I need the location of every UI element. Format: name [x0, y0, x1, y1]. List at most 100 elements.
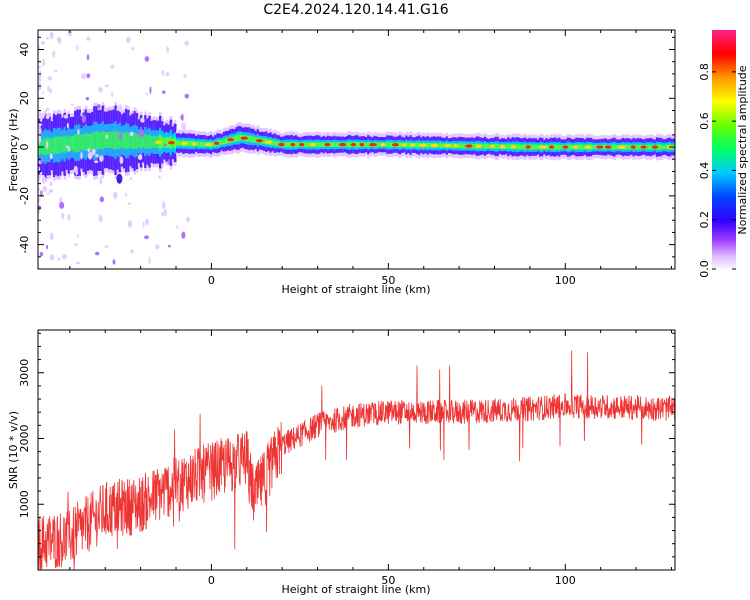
spectrogram-speckle	[118, 104, 123, 113]
spectrogram-hotspot	[350, 143, 357, 147]
spectrogram-speckle	[155, 244, 160, 250]
spectrogram-speckle	[42, 91, 45, 95]
spectrogram-band-core	[144, 134, 147, 149]
spectrogram-band-core	[613, 144, 617, 150]
snr-ytick-label: 3000	[18, 359, 31, 387]
spectrogram-speckle	[59, 201, 65, 209]
spectrogram-hotspot	[573, 145, 578, 149]
spectrogram-xtick-label: 100	[555, 274, 576, 287]
spectrogram-band-core	[142, 135, 145, 148]
spectrogram-speckle	[61, 212, 65, 220]
spectrogram-band-core	[481, 143, 485, 149]
spectrogram-band-core	[320, 142, 324, 147]
spectrogram-band-core	[48, 137, 52, 155]
spectrogram-band-core	[220, 139, 224, 145]
spectrogram-hotspot	[490, 144, 495, 149]
spectrogram-band-core	[91, 133, 94, 150]
spectrogram-speckle	[47, 76, 53, 81]
spectrogram-panel: 0 50 100 -40 -20 0 20 40 Height of straight lin…	[7, 29, 676, 296]
spectrogram-band-core	[103, 131, 107, 148]
spectrogram-band-core	[188, 140, 192, 147]
spectrogram-band-core	[165, 137, 169, 148]
spectrogram-band-core	[199, 141, 202, 147]
snr-xtick-label: 0	[208, 574, 215, 587]
spectrogram-speckle	[52, 50, 56, 58]
spectrogram-speckle	[38, 82, 42, 91]
spectrogram-band-core	[647, 144, 651, 150]
spectrogram-hotspot	[652, 145, 659, 149]
spectrogram-band-core	[348, 141, 351, 148]
spectrogram-speckle	[38, 65, 42, 69]
spectrogram-speckle	[41, 40, 46, 45]
spectrogram-speckle	[86, 54, 90, 61]
spectrogram-band-core	[611, 144, 614, 150]
spectrogram-band-core	[95, 131, 98, 151]
spectrogram-speckle	[184, 93, 190, 99]
spectrogram-band-core	[275, 141, 279, 146]
spectrogram-band-core	[137, 135, 141, 148]
spectrogram-speckle	[47, 86, 50, 92]
colorbar-tick-label: 0.8	[698, 63, 711, 81]
spectrogram-band-core	[65, 136, 69, 152]
spectrogram-speckle	[99, 155, 104, 162]
spectrogram-speckle	[74, 243, 78, 246]
spectrogram-band-core	[602, 144, 606, 150]
spectrogram-band-core	[248, 135, 251, 142]
spectrogram-speckle	[85, 96, 90, 101]
snr-xtick-label: 50	[381, 574, 395, 587]
spectrogram-speckle	[182, 126, 187, 131]
spectrogram-speckle	[112, 259, 116, 265]
spectrogram-band-core	[237, 134, 241, 142]
spectrogram-band-core	[74, 134, 77, 153]
spectrogram-speckle	[137, 154, 143, 161]
colorbar-tick-label: 0.6	[698, 112, 711, 130]
spectrogram-blob	[116, 173, 123, 184]
spectrogram-speckle	[148, 256, 151, 265]
spectrogram-hotspot	[380, 143, 386, 147]
spectrogram-band-core	[93, 131, 96, 151]
spectrogram-hotspot	[604, 145, 612, 149]
spectrogram-band-core	[375, 142, 379, 147]
spectrogram-hotspot	[444, 144, 452, 148]
spectrogram-band-core	[568, 144, 572, 150]
spectrogram-speckle	[38, 197, 41, 204]
spectrogram-hotspot	[192, 142, 197, 146]
spectrogram-band-core	[388, 142, 391, 148]
spectrogram-hotspot	[548, 145, 555, 149]
spectrogram-band-core	[303, 142, 307, 148]
spectrogram-hotspot	[214, 141, 220, 145]
spectrogram-band-core	[441, 143, 445, 148]
spectrogram-band-core	[97, 132, 101, 150]
spectrogram-speckle	[113, 191, 118, 200]
spectrogram-speckle	[176, 224, 179, 230]
snr-xtick-label: 100	[555, 574, 576, 587]
spectrogram-band-core	[356, 142, 360, 148]
spectrogram-ylabel: Frequency (Hz)	[7, 109, 20, 192]
spectrogram-band-core	[173, 137, 177, 149]
spectrogram-speckle	[138, 129, 144, 138]
snr-frame	[37, 329, 676, 571]
spectrogram-band-core	[333, 142, 336, 148]
spectrogram-band-core	[517, 144, 521, 150]
colorbar-tick-label: 0.2	[698, 211, 711, 229]
spectrogram-band-core	[462, 143, 466, 149]
snr-ytick-label: 1000	[18, 490, 31, 518]
spectrogram-band-core	[452, 143, 455, 149]
spectrogram-band-core	[530, 144, 534, 150]
snr-ticks: 0 50 100 1000 2000 3000	[18, 330, 675, 587]
spectrogram-hotspot	[617, 145, 626, 149]
spectrogram-hotspot	[369, 143, 377, 147]
spectrogram-band-core	[297, 142, 300, 147]
spectrogram-band-core	[235, 135, 239, 142]
spectrogram-hotspot	[240, 136, 248, 140]
spectrogram-band-core	[662, 144, 665, 150]
spectrogram-band-core	[212, 142, 215, 147]
spectrogram-band-core	[271, 140, 275, 146]
spectrogram-hotspot	[585, 145, 592, 149]
spectrogram-band-core	[439, 142, 442, 149]
spectrogram-band-core	[52, 136, 56, 155]
spectrogram-speckle	[167, 159, 170, 165]
spectrogram-hotspot	[499, 144, 506, 149]
spectrogram-band-core	[615, 144, 619, 150]
spectrogram-band-core	[509, 144, 513, 149]
